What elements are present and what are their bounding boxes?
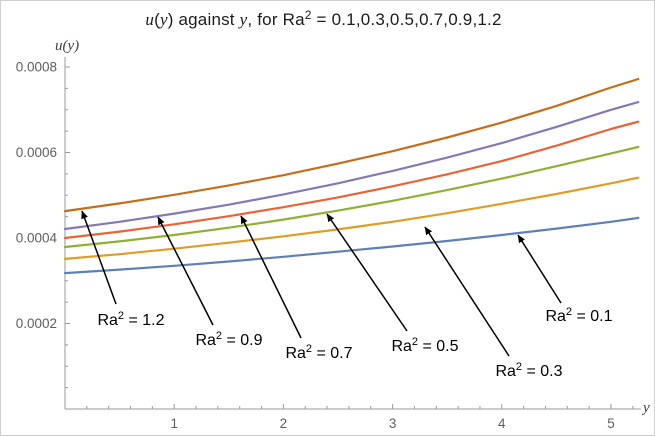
annotation-arrow (424, 226, 510, 357)
curve-5 (63, 77, 640, 213)
title-segment: y (239, 10, 248, 29)
title-segment: ) against (167, 10, 240, 29)
x-tick-label: 5 (607, 416, 615, 431)
x-tick-label: 3 (389, 416, 397, 431)
x-tick-label: 4 (498, 416, 506, 431)
annotation-arrow (81, 210, 117, 305)
annotation-label: Ra2 = 0.7 (285, 343, 352, 362)
chart-title: u(y) against y, for Ra2 = 0.1,0.3,0.5,0.… (1, 8, 646, 30)
annotation-arrow (240, 215, 302, 339)
annotation-label: Ra2 = 0.5 (391, 336, 458, 355)
y-tick-label: 0.0008 (16, 60, 57, 75)
curve-1 (63, 176, 640, 260)
title-superscript: 2 (304, 8, 312, 22)
y-tick-label: 0.0006 (16, 145, 57, 160)
curve-3 (63, 120, 640, 240)
annotation-label: Ra2 = 1.2 (97, 310, 164, 329)
annotation-label: Ra2 = 0.1 (545, 306, 612, 325)
annotation-arrow (326, 213, 408, 332)
curve-0 (63, 216, 640, 275)
curve-4 (63, 100, 640, 231)
x-tick-label: 2 (280, 416, 288, 431)
annotation-label: Ra2 = 0.9 (195, 330, 262, 349)
title-segment: u (145, 10, 155, 29)
annotation-arrow (157, 216, 214, 326)
title-segment: y (159, 10, 168, 29)
x-tick-label: 1 (170, 416, 178, 431)
title-segment: , for Ra (247, 10, 305, 29)
y-axis-label: u(y) (55, 38, 80, 54)
y-tick-label: 0.0004 (16, 231, 58, 246)
annotation-arrow (517, 234, 562, 304)
y-tick-label: 0.0002 (16, 316, 57, 331)
curve-2 (63, 145, 640, 249)
annotation-label: Ra2 = 0.3 (495, 361, 562, 380)
x-axis-label: y (643, 400, 650, 416)
title-segment: = 0.1,0.3,0.5,0.7,0.9,1.2 (311, 10, 502, 29)
title-segment: ( (154, 10, 160, 29)
